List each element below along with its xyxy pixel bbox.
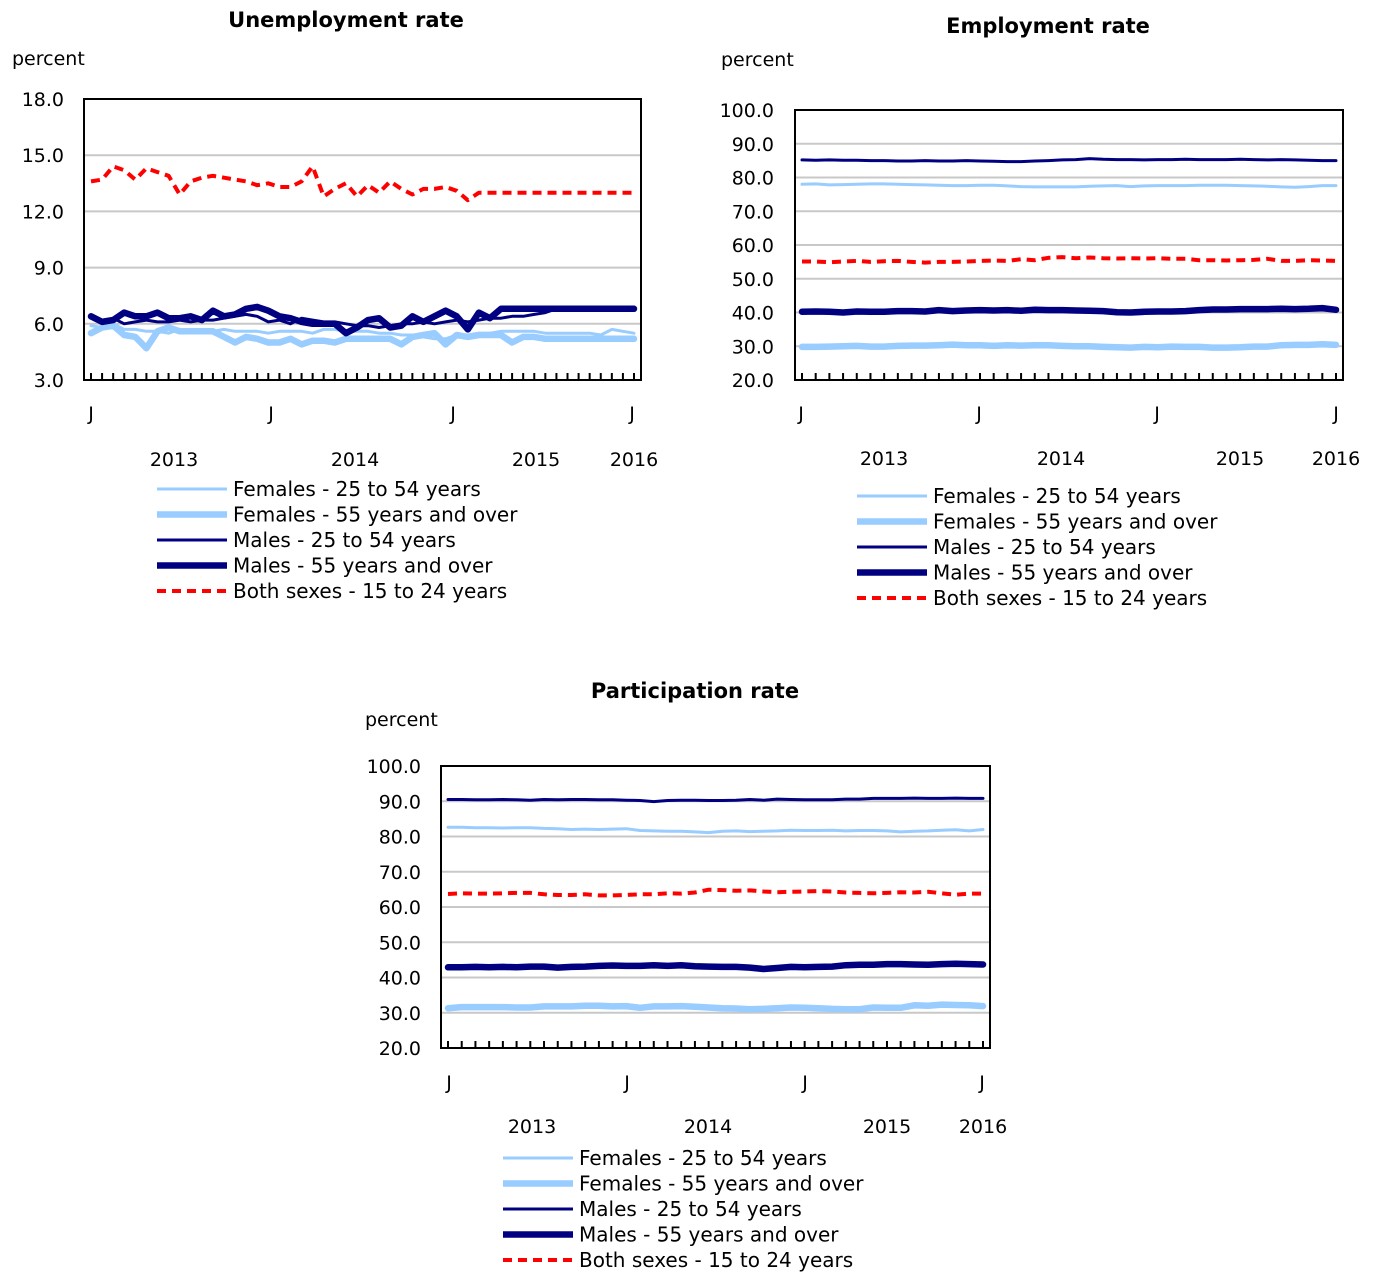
- x-month-label: J: [797, 403, 804, 425]
- series-line-both-sexes-15-to-24-years: [802, 255, 1337, 265]
- y-tick-label: 18.0: [22, 89, 64, 111]
- y-tick-label: 9.0: [34, 258, 64, 280]
- y-tick-label: 60.0: [732, 235, 774, 257]
- x-month-label: J: [623, 1072, 630, 1094]
- x-month-label: J: [87, 403, 94, 425]
- x-month-label: J: [267, 403, 274, 425]
- series-line-females-55-years-and-over: [444, 1001, 987, 1013]
- legend-label: Males - 25 to 54 years: [233, 528, 456, 552]
- legend-label: Females - 55 years and over: [933, 510, 1218, 534]
- y-axis-label: percent: [365, 709, 438, 731]
- chart-title: Participation rate: [591, 679, 799, 703]
- x-month-label: J: [628, 403, 635, 425]
- y-axis-label: percent: [721, 49, 794, 71]
- x-month-label: J: [445, 1072, 452, 1094]
- x-year-label: 2013: [150, 449, 198, 471]
- unemployment-rate-chart: Unemployment rate percent 3.0 6.0 9.0 12.0 15.…: [12, 8, 658, 603]
- y-axis-label: percent: [12, 48, 85, 70]
- series-line-females-25-to-54-years: [446, 825, 985, 835]
- chart-title: Unemployment rate: [228, 8, 464, 32]
- legend-label: Both sexes - 15 to 24 years: [579, 1248, 853, 1272]
- x-year-label: 2014: [684, 1116, 732, 1138]
- series-line-females-25-to-54-years: [800, 182, 1338, 189]
- participation-rate-chart: Participation rate percent 20.0 30.0 40.0 50.…: [365, 679, 1007, 1272]
- series-line-males-55-years-and-over: [87, 303, 638, 337]
- legend-label: Males - 25 to 54 years: [579, 1197, 802, 1221]
- x-year-label: 2014: [1037, 448, 1085, 470]
- x-year-label: 2016: [959, 1116, 1007, 1138]
- series-line-males-25-to-54-years: [446, 796, 985, 804]
- series-line-both-sexes-15-to-24-years: [447, 887, 983, 898]
- y-tick-label: 50.0: [379, 932, 421, 954]
- y-tick-label: 15.0: [22, 145, 64, 167]
- x-year-label: 2016: [610, 449, 658, 471]
- chart-title: Employment rate: [946, 14, 1150, 38]
- legend-label: Females - 25 to 54 years: [233, 477, 481, 501]
- series-line-both-sexes-15-to-24-years: [90, 164, 634, 203]
- y-tick-label: 40.0: [379, 968, 421, 990]
- y-tick-label: 3.0: [34, 370, 64, 392]
- legend-label: Males - 25 to 54 years: [933, 535, 1156, 559]
- y-tick-label: 6.0: [34, 314, 64, 336]
- y-tick-label: 90.0: [379, 791, 421, 813]
- plot-area-frame: [83, 98, 642, 381]
- x-year-label: 2015: [512, 449, 560, 471]
- series-line-females-55-years-and-over: [798, 340, 1340, 351]
- legend-label: Males - 55 years and over: [933, 561, 1193, 585]
- legend-label: Females - 55 years and over: [579, 1172, 864, 1196]
- x-month-label: J: [449, 403, 456, 425]
- y-tick-label: 70.0: [732, 201, 774, 223]
- x-year-label: 2014: [331, 449, 379, 471]
- x-month-label: J: [1153, 403, 1160, 425]
- y-tick-label: 80.0: [732, 168, 774, 190]
- y-tick-label: 20.0: [732, 370, 774, 392]
- legend-label: Females - 25 to 54 years: [579, 1146, 827, 1170]
- legend-label: Males - 55 years and over: [233, 554, 493, 578]
- y-tick-label: 100.0: [720, 100, 774, 122]
- y-tick-label: 30.0: [379, 1003, 421, 1025]
- legend-label: Both sexes - 15 to 24 years: [933, 586, 1207, 610]
- y-tick-label: 30.0: [732, 336, 774, 358]
- x-month-label: J: [978, 1072, 985, 1094]
- x-year-label: 2016: [1312, 448, 1360, 470]
- y-tick-label: 60.0: [379, 897, 421, 919]
- legend-label: Females - 25 to 54 years: [933, 484, 1181, 508]
- y-tick-label: 70.0: [379, 862, 421, 884]
- y-tick-label: 12.0: [22, 201, 64, 223]
- legend-label: Both sexes - 15 to 24 years: [233, 579, 507, 603]
- legend-label: Males - 55 years and over: [579, 1223, 839, 1247]
- x-month-label: J: [1332, 403, 1339, 425]
- y-tick-label: 80.0: [379, 827, 421, 849]
- x-month-label: J: [801, 1072, 808, 1094]
- employment-rate-chart: Employment rate percent 20.0 30.0 40.0 50.0 60…: [720, 14, 1361, 610]
- plot-area-frame: [794, 109, 1344, 381]
- y-tick-label: 100.0: [367, 756, 421, 778]
- x-year-label: 2015: [863, 1116, 911, 1138]
- x-year-label: 2013: [860, 448, 908, 470]
- y-tick-label: 40.0: [732, 303, 774, 325]
- series-line-males-55-years-and-over: [798, 304, 1340, 316]
- plot-area-frame: [440, 765, 991, 1049]
- y-tick-label: 50.0: [732, 269, 774, 291]
- series-line-males-55-years-and-over: [444, 960, 987, 973]
- series-line-males-25-to-54-years: [800, 157, 1338, 164]
- y-tick-label: 20.0: [379, 1038, 421, 1060]
- y-tick-label: 90.0: [732, 134, 774, 156]
- x-month-label: J: [975, 403, 982, 425]
- x-year-label: 2013: [508, 1116, 556, 1138]
- series-line-females-55-years-and-over: [87, 322, 638, 352]
- x-year-label: 2015: [1216, 448, 1264, 470]
- legend-label: Females - 55 years and over: [233, 503, 518, 527]
